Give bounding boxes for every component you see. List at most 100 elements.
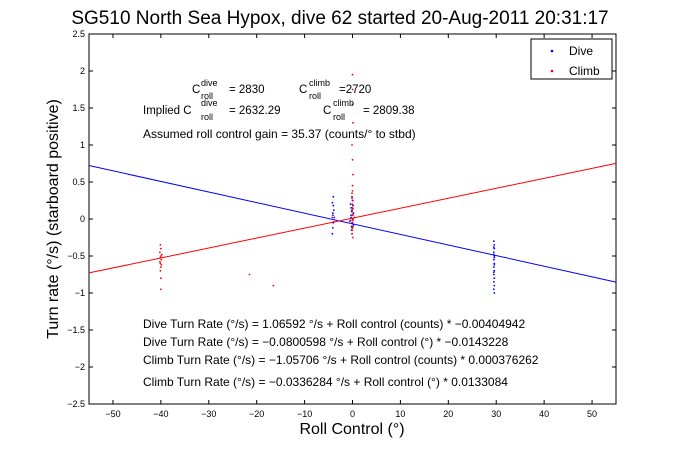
dive-equation-counts: Dive Turn Rate (°/s) = 1.06592 °/s + Rol… [143,317,525,331]
ann2-prefix: Implied C [143,105,192,117]
legend-label-dive: Dive [569,44,593,58]
climb-point [351,189,354,192]
climb-point [351,221,353,224]
x-tick-label: −20 [249,409,264,419]
y-tick-label: −1.5 [67,325,85,335]
climb-point [159,266,162,268]
climb-point [351,203,354,206]
climb-point [352,207,354,210]
climb-point [348,220,351,223]
climb-equation-counts: Climb Turn Rate (°/s) = −1.05706 °/s + R… [143,353,539,367]
climb-point [159,251,161,254]
y-tick-label: −1 [75,288,85,298]
climb-point [159,261,161,263]
dive-point [492,246,495,249]
y-tick-label: −2 [75,362,85,372]
dive-equation-degrees: Dive Turn Rate (°/s) = −0.0800598 °/s + … [143,335,509,349]
chart-title: SG510 North Sea Hypox, dive 62 started 2… [71,8,608,29]
dive-point [331,214,334,217]
dive-point [493,284,496,287]
roll-gain-annotation: Assumed roll control gain = 35.37 (count… [143,127,416,141]
dive-point [332,209,335,212]
dive-point [493,263,496,266]
dive-point [350,214,352,217]
ann1-eq2: =2720 [339,84,371,96]
climb-point [351,192,353,195]
climb-point [352,121,354,124]
legend-box [530,38,613,80]
climb-point [352,219,354,222]
climb-point [353,216,356,219]
y-axis-ticks: −2.5 −2 −1.5 −1 −0.5 0 0.5 1 1.5 2 2.5 [67,29,616,409]
climb-point [351,213,354,216]
ann2-roll-sub-1: roll [201,112,213,122]
ann2-dive-sup: dive [201,98,218,108]
dive-point [351,209,353,212]
dive-point [493,244,496,246]
climb-point [351,144,353,146]
ann1-roll-sub-2: roll [309,91,321,101]
dive-point [492,240,495,243]
climb-point [159,247,162,250]
climb-point [159,262,162,265]
annotation-line1: C dive roll = 2830 C climb roll =2720 [192,78,371,101]
dive-point [352,224,355,226]
ann1-c-climb: C [299,84,307,96]
x-tick-label: 50 [587,409,597,419]
dive-point [352,212,355,214]
ann2-c-climb: C [323,105,331,117]
dive-point [331,232,334,235]
x-tick-label: 30 [491,409,501,419]
y-tick-label: 2.5 [72,29,85,39]
x-tick-label: −40 [153,409,168,419]
x-tick-label: 20 [443,409,453,419]
climb-point [159,269,162,272]
ann1-c-dive: C [192,84,200,96]
dive-point [492,288,495,291]
climb-point [351,73,354,76]
dive-point [492,258,495,261]
dive-point [349,203,352,206]
climb-point [351,232,353,235]
dive-point [331,212,334,214]
y-tick-label: 1.5 [72,103,85,113]
climb-point [159,288,162,291]
climb-point [351,197,353,200]
dive-point [493,269,496,272]
ann2-eq2: = 2809.38 [363,105,414,117]
data-points [159,73,496,294]
climb-point [159,277,162,280]
y-tick-label: −2.5 [67,399,85,409]
dive-fit-line [88,165,617,283]
y-tick-label: 1 [80,140,85,150]
y-axis-label: Turn rate (°/s) (starboard positive) [45,99,62,339]
x-tick-label: −30 [201,409,216,419]
dive-point [492,251,495,254]
climb-point [159,255,162,257]
y-tick-label: 0.5 [72,177,85,187]
climb-point [160,253,163,256]
dive-point [351,195,353,198]
ann2-roll-sub-2: roll [333,112,345,122]
x-tick-label: 40 [539,409,549,419]
dive-point [333,216,336,219]
climb-point [351,226,353,229]
dive-point [493,255,496,257]
x-axis-label: Roll Control (°) [299,421,404,438]
x-tick-label: −50 [105,409,120,419]
climb-point [272,284,275,287]
ann1-eq1: = 2830 [229,84,265,96]
dive-point [350,216,352,219]
climb-point [331,216,334,219]
legend-label-climb: Climb [569,64,600,78]
climb-point [160,263,163,266]
dive-point [492,273,495,276]
climb-point [351,88,354,91]
climb-equation-degrees: Climb Turn Rate (°/s) = −0.0336284 °/s +… [143,375,508,389]
x-tick-label: −10 [297,409,312,419]
dive-point [331,201,334,204]
annotation-line2: Implied C dive roll = 2632.29 C climb ro… [143,98,414,122]
climb-point [351,218,354,220]
climb-point [351,229,354,232]
